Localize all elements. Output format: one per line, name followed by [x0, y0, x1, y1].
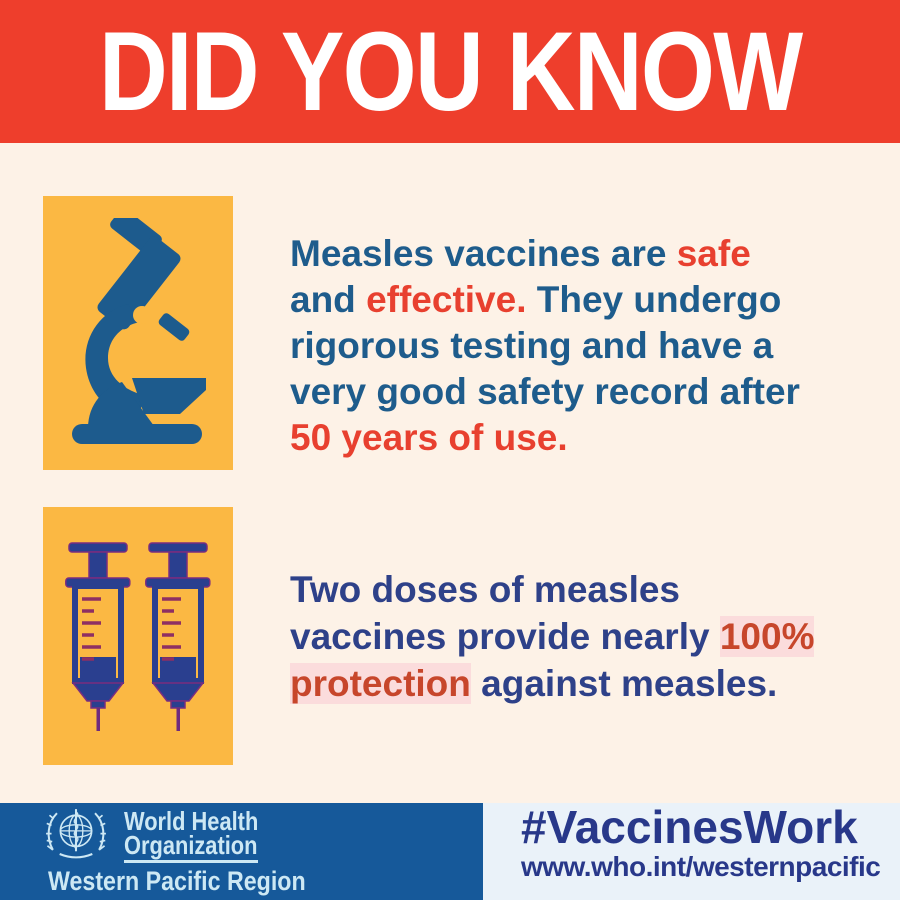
text-segment: safe	[676, 233, 751, 274]
campaign-url: www.who.int/westernpacific	[521, 851, 881, 882]
text-segment: They undergo	[526, 279, 782, 320]
microscope-icon	[72, 218, 206, 444]
text-segment: Two doses of measles	[290, 569, 680, 610]
text-line: and effective. They undergo	[290, 277, 800, 323]
text-line: very good safety record after	[290, 369, 800, 415]
text-segment: 50 years of use.	[290, 417, 568, 458]
who-name: World Health Organization	[124, 806, 259, 860]
text-segment: protection	[290, 663, 471, 704]
who-emblem-icon	[46, 809, 106, 859]
campaign-hashtag: #VaccinesWork	[521, 801, 858, 853]
header-banner: DID YOU KNOW	[0, 0, 900, 143]
syringe-icon	[65, 542, 131, 731]
who-name-divider	[124, 860, 258, 863]
text-line: 50 years of use.	[290, 415, 800, 461]
text-segment: Measles vaccines are	[290, 233, 677, 274]
text-segment: rigorous testing and have a	[290, 325, 774, 366]
text-line: rigorous testing and have a	[290, 323, 800, 369]
who-name-line2: Organization	[124, 830, 258, 860]
fact-text-two-doses: Two doses of measles vaccines provide nea…	[290, 566, 815, 707]
text-segment: vaccines provide nearly	[290, 616, 720, 657]
text-segment: and	[290, 279, 367, 320]
text-line: Two doses of measles	[290, 566, 814, 613]
syringes-panel	[43, 507, 233, 765]
campaign-footer	[483, 803, 900, 900]
syringe-icon	[145, 542, 211, 731]
who-name-line1: World Health	[124, 806, 259, 836]
text-line: vaccines provide nearly 100%	[290, 613, 815, 660]
who-region-label: Western Pacific Region	[48, 866, 306, 896]
text-line: protection against measles.	[290, 660, 814, 707]
page-title: DID YOU KNOW	[98, 9, 803, 134]
text-segment: 100%	[719, 616, 815, 657]
text-segment: effective.	[366, 279, 527, 320]
fact-text-measles-safety: Measles vaccines are safe and effective. …	[290, 231, 800, 461]
microscope-panel	[43, 196, 233, 470]
text-line: Measles vaccines are safe	[290, 231, 800, 277]
text-segment: against measles.	[470, 663, 778, 704]
text-segment: very good safety record after	[290, 371, 800, 412]
